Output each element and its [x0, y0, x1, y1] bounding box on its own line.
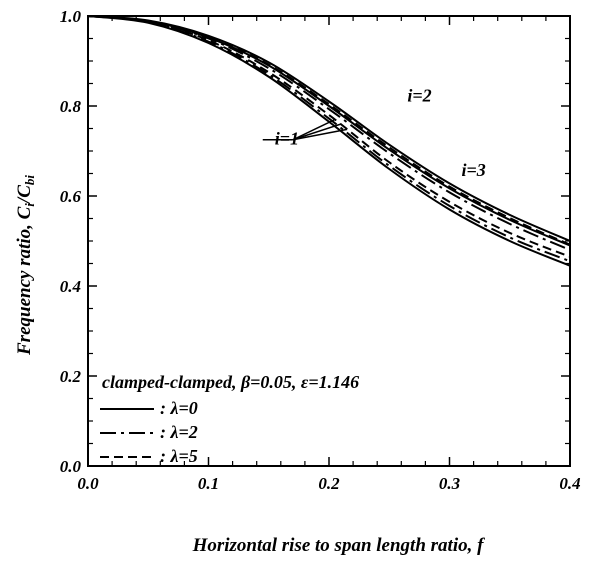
y-tick-label: 0.2 — [60, 367, 82, 386]
axes: 0.0 0.1 0.2 0.3 0.4 0.0 0.2 0.4 0.6 0.8 1.0 — [60, 7, 581, 493]
y-tick-label: 0.6 — [60, 187, 82, 206]
x-tick-label: 0.2 — [318, 474, 340, 493]
x-tick-label: 0.0 — [77, 474, 99, 493]
x-axis-label: Horizontal rise to span length ratio, f — [192, 535, 486, 556]
legend-label: : λ=5 — [160, 446, 198, 466]
y-axis-label: Frequency ratio, Ci/Cbi — [14, 175, 37, 356]
x-tick-label: 0.3 — [439, 474, 461, 493]
y-tick-label: 1.0 — [60, 7, 82, 26]
series-line-mode2-lambda2 — [87, 15, 571, 251]
series-line-mode3-lambda5 — [87, 15, 571, 246]
y-tick-label: 0.4 — [60, 277, 81, 296]
leader-line — [292, 118, 336, 141]
x-tick-label: 0.4 — [559, 474, 580, 493]
annotation-i-2: i=2 — [407, 86, 431, 106]
legend-title: clamped-clamped, β=0.05, ε=1.146 — [102, 372, 359, 392]
y-axis-label-mid: /C — [14, 185, 35, 205]
series-line-mode1-lambda5 — [87, 15, 571, 258]
annotation-i-3: i=3 — [462, 160, 486, 180]
annotations: i=1 i=2 i=3 — [262, 86, 486, 180]
x-tick-label: 0.1 — [198, 474, 219, 493]
y-axis-label-sub2: bi — [22, 175, 37, 186]
leader-line — [292, 123, 342, 141]
legend-label: : λ=2 — [160, 422, 198, 442]
leader-line — [292, 128, 348, 141]
legend-label: : λ=0 — [160, 398, 198, 418]
annotation-i-1: i=1 — [275, 128, 299, 148]
series-group — [87, 15, 571, 267]
series-line-mode1-lambda2 — [87, 15, 571, 263]
y-axis-label-sub1: i — [22, 203, 37, 207]
y-axis-label-main: Frequency ratio, C — [14, 206, 35, 356]
legend: clamped-clamped, β=0.05, ε=1.146 : λ=0 : λ… — [100, 372, 359, 466]
series-line-mode2-lambda0 — [87, 15, 571, 247]
y-tick-label: 0.0 — [60, 457, 82, 476]
y-tick-label: 0.8 — [60, 97, 82, 116]
